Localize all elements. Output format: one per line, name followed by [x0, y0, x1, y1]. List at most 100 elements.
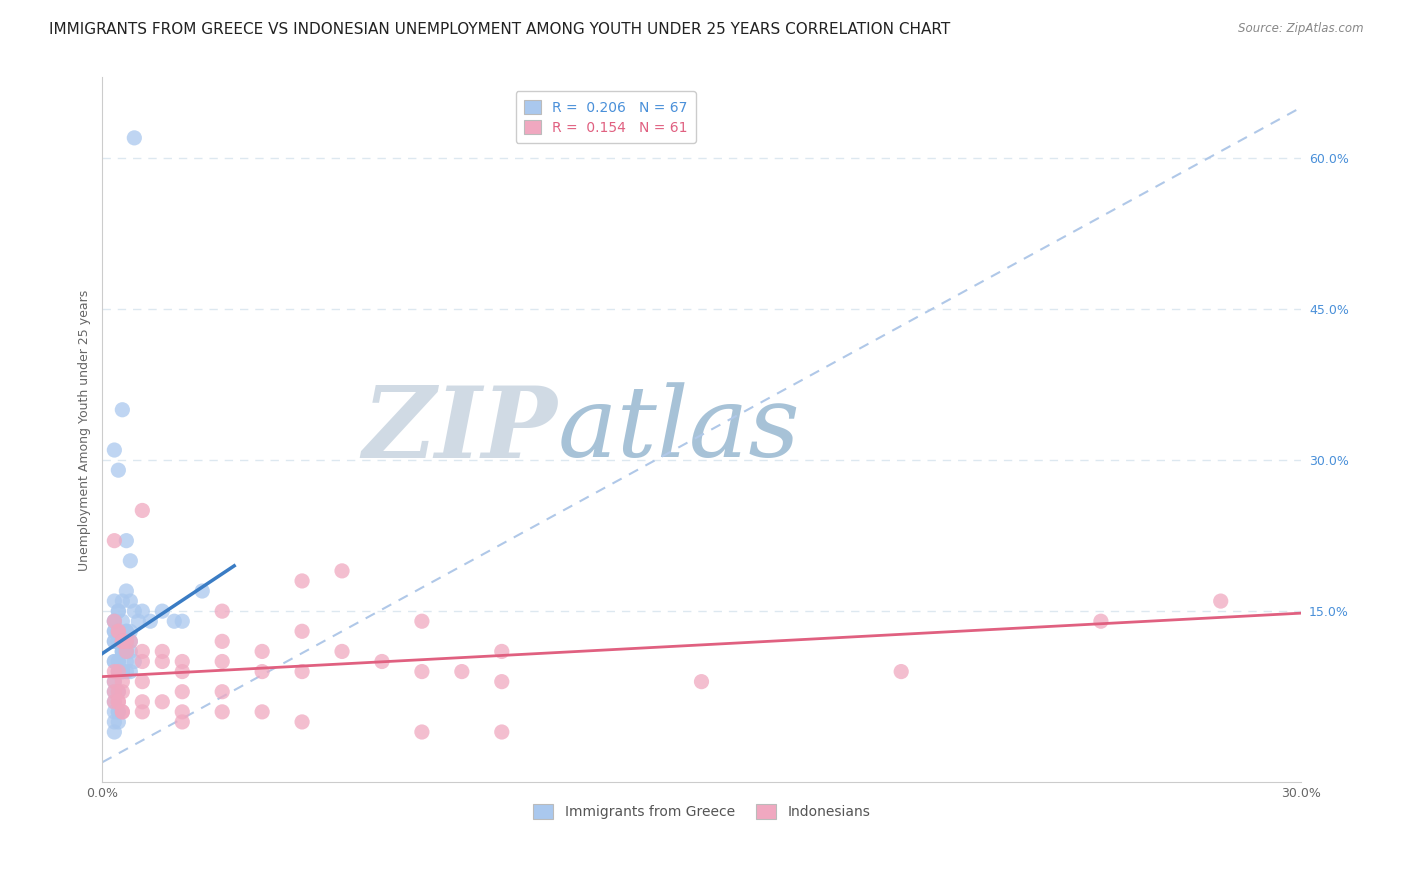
- Point: [1090, 614, 1112, 628]
- Point: [115, 624, 138, 639]
- Point: [111, 705, 134, 719]
- Point: [107, 634, 129, 648]
- Point: [103, 705, 125, 719]
- Point: [120, 634, 142, 648]
- Point: [103, 614, 125, 628]
- Point: [172, 705, 194, 719]
- Point: [291, 714, 314, 729]
- Point: [115, 624, 138, 639]
- Point: [111, 644, 134, 658]
- Text: IMMIGRANTS FROM GREECE VS INDONESIAN UNEMPLOYMENT AMONG YOUTH UNDER 25 YEARS COR: IMMIGRANTS FROM GREECE VS INDONESIAN UNE…: [49, 22, 950, 37]
- Point: [150, 695, 173, 709]
- Point: [131, 695, 153, 709]
- Point: [450, 665, 472, 679]
- Point: [103, 533, 125, 548]
- Point: [211, 684, 233, 698]
- Point: [103, 624, 125, 639]
- Point: [115, 634, 138, 648]
- Point: [120, 665, 142, 679]
- Point: [107, 624, 129, 639]
- Legend: Immigrants from Greece, Indonesians: Immigrants from Greece, Indonesians: [527, 799, 876, 825]
- Point: [111, 674, 134, 689]
- Y-axis label: Unemployment Among Youth under 25 years: Unemployment Among Youth under 25 years: [79, 289, 91, 571]
- Text: Source: ZipAtlas.com: Source: ZipAtlas.com: [1239, 22, 1364, 36]
- Point: [127, 614, 149, 628]
- Point: [172, 614, 194, 628]
- Point: [120, 644, 142, 658]
- Point: [107, 604, 129, 618]
- Point: [103, 655, 125, 669]
- Point: [491, 644, 513, 658]
- Point: [107, 604, 129, 618]
- Point: [250, 665, 273, 679]
- Point: [211, 634, 233, 648]
- Point: [111, 634, 134, 648]
- Point: [111, 644, 134, 658]
- Point: [211, 705, 233, 719]
- Point: [107, 695, 129, 709]
- Point: [103, 614, 125, 628]
- Point: [172, 684, 194, 698]
- Point: [107, 463, 129, 477]
- Point: [191, 584, 214, 599]
- Point: [107, 624, 129, 639]
- Point: [115, 634, 138, 648]
- Point: [115, 655, 138, 669]
- Point: [111, 402, 134, 417]
- Point: [124, 131, 146, 145]
- Point: [291, 624, 314, 639]
- Point: [131, 644, 153, 658]
- Point: [172, 714, 194, 729]
- Point: [111, 594, 134, 608]
- Point: [107, 695, 129, 709]
- Point: [115, 665, 138, 679]
- Point: [103, 695, 125, 709]
- Point: [120, 554, 142, 568]
- Point: [111, 614, 134, 628]
- Point: [150, 655, 173, 669]
- Point: [111, 665, 134, 679]
- Point: [131, 705, 153, 719]
- Point: [115, 644, 138, 658]
- Point: [103, 684, 125, 698]
- Point: [690, 674, 713, 689]
- Point: [172, 655, 194, 669]
- Point: [107, 655, 129, 669]
- Point: [107, 665, 129, 679]
- Point: [103, 634, 125, 648]
- Point: [103, 665, 125, 679]
- Point: [103, 674, 125, 689]
- Point: [411, 665, 433, 679]
- Point: [103, 674, 125, 689]
- Point: [411, 614, 433, 628]
- Point: [291, 574, 314, 588]
- Point: [107, 655, 129, 669]
- Point: [491, 674, 513, 689]
- Point: [107, 665, 129, 679]
- Point: [103, 684, 125, 698]
- Point: [103, 655, 125, 669]
- Point: [111, 634, 134, 648]
- Point: [111, 634, 134, 648]
- Point: [111, 644, 134, 658]
- Point: [1209, 594, 1232, 608]
- Point: [411, 725, 433, 739]
- Point: [491, 725, 513, 739]
- Point: [890, 665, 912, 679]
- Point: [371, 655, 394, 669]
- Point: [131, 604, 153, 618]
- Point: [107, 634, 129, 648]
- Point: [163, 614, 186, 628]
- Point: [120, 624, 142, 639]
- Point: [250, 705, 273, 719]
- Point: [111, 705, 134, 719]
- Point: [107, 705, 129, 719]
- Text: atlas: atlas: [558, 383, 800, 477]
- Point: [107, 705, 129, 719]
- Point: [120, 594, 142, 608]
- Point: [124, 604, 146, 618]
- Point: [111, 684, 134, 698]
- Point: [107, 624, 129, 639]
- Text: ZIP: ZIP: [363, 382, 558, 478]
- Point: [330, 644, 353, 658]
